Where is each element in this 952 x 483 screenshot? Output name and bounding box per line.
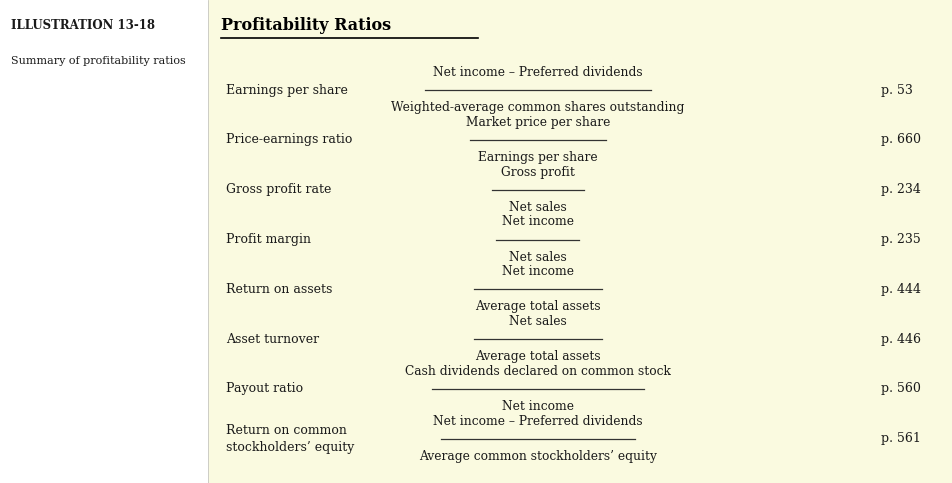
Text: Gross profit rate: Gross profit rate — [226, 183, 331, 196]
Text: Return on assets: Return on assets — [226, 283, 332, 296]
Text: Gross profit: Gross profit — [501, 166, 575, 179]
Text: ILLUSTRATION 13-18: ILLUSTRATION 13-18 — [11, 19, 155, 32]
Text: Asset turnover: Asset turnover — [226, 333, 319, 346]
Text: p. 444: p. 444 — [881, 283, 921, 296]
Text: p. 235: p. 235 — [881, 233, 921, 246]
Text: Cash dividends declared on common stock: Cash dividends declared on common stock — [405, 365, 671, 378]
Text: Net income: Net income — [502, 265, 574, 278]
Text: p. 560: p. 560 — [881, 383, 921, 396]
FancyBboxPatch shape — [208, 0, 952, 483]
Text: Price-earnings ratio: Price-earnings ratio — [226, 133, 352, 146]
Text: Net income – Preferred dividends: Net income – Preferred dividends — [433, 415, 643, 427]
Text: Net income – Preferred dividends: Net income – Preferred dividends — [433, 66, 643, 79]
Text: Summary of profitability ratios: Summary of profitability ratios — [11, 56, 187, 66]
Text: Weighted-average common shares outstanding: Weighted-average common shares outstandi… — [391, 101, 684, 114]
Text: Earnings per share: Earnings per share — [226, 84, 347, 97]
Text: Average total assets: Average total assets — [475, 350, 601, 363]
Text: p. 234: p. 234 — [881, 183, 921, 196]
Text: Net sales: Net sales — [509, 251, 566, 264]
Text: p. 561: p. 561 — [881, 432, 921, 445]
Text: Profit margin: Profit margin — [226, 233, 310, 246]
Text: p. 53: p. 53 — [881, 84, 912, 97]
Text: Net income: Net income — [502, 215, 574, 228]
Text: Market price per share: Market price per share — [466, 116, 610, 129]
Text: p. 446: p. 446 — [881, 333, 921, 346]
Text: Net income: Net income — [502, 400, 574, 413]
Text: Return on common
stockholders’ equity: Return on common stockholders’ equity — [226, 424, 354, 454]
Text: Average total assets: Average total assets — [475, 300, 601, 313]
Text: Net sales: Net sales — [509, 201, 566, 214]
Text: Average common stockholders’ equity: Average common stockholders’ equity — [419, 450, 657, 463]
Text: Earnings per share: Earnings per share — [478, 151, 598, 164]
Text: Profitability Ratios: Profitability Ratios — [221, 17, 391, 34]
Text: p. 660: p. 660 — [881, 133, 921, 146]
Text: Net sales: Net sales — [509, 315, 566, 328]
Text: Payout ratio: Payout ratio — [226, 383, 303, 396]
